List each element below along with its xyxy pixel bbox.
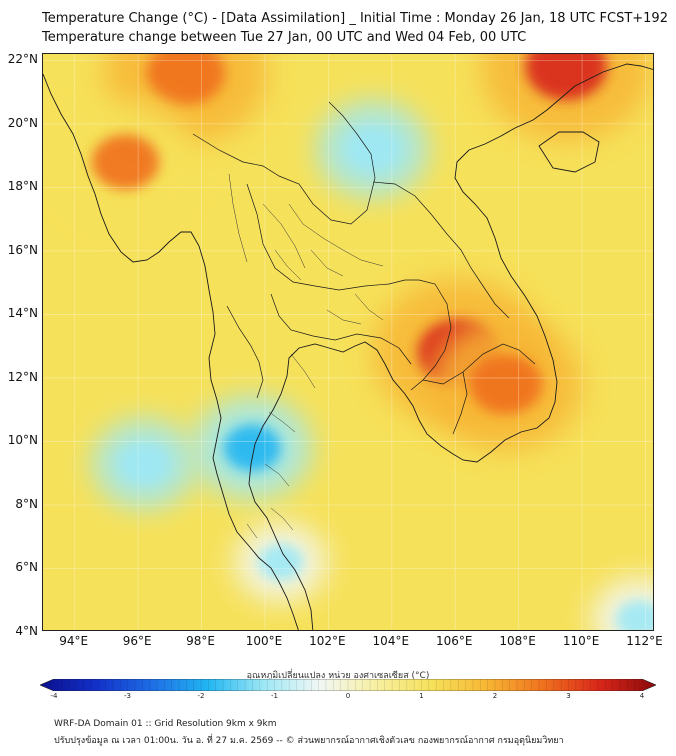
laos-cool-region — [317, 100, 429, 198]
malacca-cool-core — [258, 543, 304, 581]
andaman-sea-cool-core — [119, 443, 170, 485]
mainland-coastline — [43, 73, 299, 630]
latitude-label: 22°N — [7, 52, 38, 67]
colorbar-title: อุณหภูมิเปลี่ยนแปลง หน่วย องศาเซลเซียส (… — [246, 671, 430, 681]
longitude-label: 102°E — [309, 634, 346, 648]
colorbar-tick-label: -4 — [50, 692, 58, 700]
longitude-label: 100°E — [245, 634, 283, 648]
south-vietnam-warm-core — [469, 354, 543, 414]
latitude-label: 8°N — [15, 496, 38, 511]
latitude-label: 4°N — [15, 624, 38, 638]
longitude-label: 94°E — [59, 634, 89, 648]
colorbar-tick-label: -2 — [197, 692, 205, 700]
colorbar-tick-label: 3 — [566, 692, 571, 700]
south-vietnam-warm-region — [430, 318, 582, 451]
north-vietnam-warm-core — [525, 54, 607, 100]
west-myanmar-warm-core — [91, 134, 160, 190]
colorbar-tick-label: 1 — [419, 692, 424, 700]
border-lines — [192, 101, 536, 435]
longitude-label: 104°E — [372, 634, 410, 648]
longitude-label: 98°E — [186, 634, 215, 648]
laos-cool-core — [346, 127, 400, 172]
peninsula-east-coast — [248, 63, 653, 630]
latitude-label: 10°N — [7, 433, 38, 448]
latitude-label: 20°N — [7, 115, 38, 130]
colorbar-tick-label: 0 — [345, 692, 351, 700]
map-canvas — [43, 54, 653, 630]
peninsula-cool-region — [192, 396, 312, 500]
province-lines — [228, 173, 384, 539]
longitude-label: 106°E — [435, 634, 473, 648]
southeast-sea-cool-core — [616, 600, 653, 630]
longitude-label: 108°E — [499, 634, 536, 648]
temperature-field — [55, 54, 653, 630]
colorbar-tick-label: 2 — [492, 692, 498, 700]
coastlines-borders — [43, 63, 653, 630]
colorbar-bar — [40, 679, 656, 691]
credit-line: ปรับปรุงข้อมูล ณ เวลา 01:00น. วัน อ. ที่… — [54, 736, 564, 746]
north-vietnam-warm-region — [481, 54, 652, 141]
map-subtitle: Temperature change between Tue 27 Jan, 0… — [42, 30, 527, 45]
andaman-sea-cool-region — [92, 418, 197, 509]
latitude-label: 6°N — [15, 560, 38, 575]
latitude-label: 16°N — [7, 242, 38, 257]
northern-myanmar-warm-core — [146, 54, 225, 105]
malacca-cool-region — [234, 521, 328, 603]
model-info: WRF-DA Domain 01 :: Grid Resolution 9km … — [54, 719, 277, 729]
latitude-label: 12°N — [7, 369, 38, 384]
map-title: Temperature Change (°C) - [Data Assimila… — [42, 11, 668, 26]
colorbar-segments — [61, 679, 635, 691]
colorbar-tick-label: -3 — [124, 692, 131, 700]
colorbar-tick-label: 4 — [639, 692, 645, 700]
hainan-island — [538, 131, 600, 173]
west-myanmar-warm-region — [55, 100, 196, 224]
longitude-label: 110°E — [562, 634, 600, 648]
southeast-sea-cool-region — [590, 577, 653, 630]
latitude-label: 14°N — [7, 306, 38, 321]
latitude-label: 18°N — [7, 179, 38, 194]
colorbar — [40, 679, 656, 691]
temperature-change-map — [42, 53, 654, 631]
longitude-label: 96°E — [122, 634, 152, 648]
longitude-label: 112°E — [626, 634, 663, 648]
colorbar-tick-label: -1 — [271, 692, 278, 700]
peninsula-cool-core — [223, 424, 281, 472]
